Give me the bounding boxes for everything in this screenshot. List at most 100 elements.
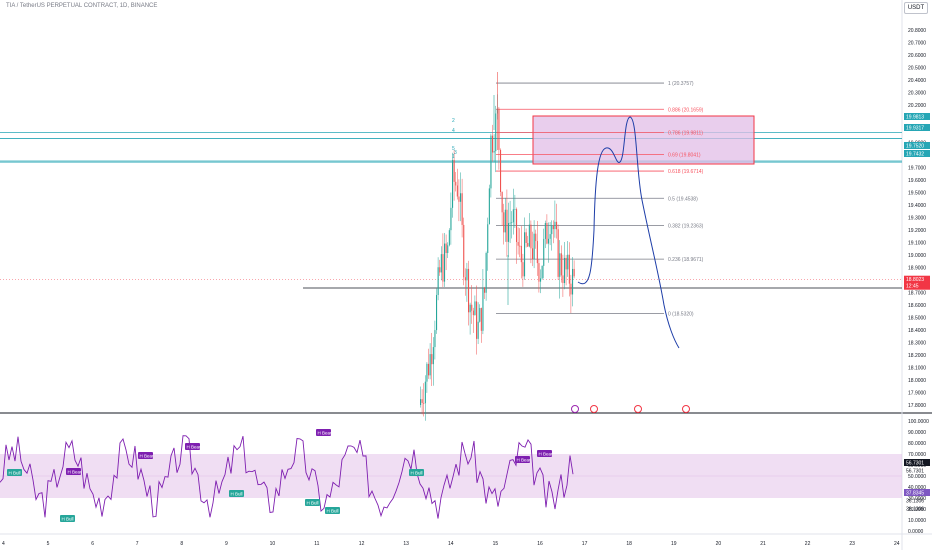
oscillator-value-label: 36.1306 — [906, 507, 924, 513]
price-tick-label: 20.7000 — [908, 41, 926, 47]
time-tick-label: 17 — [582, 541, 588, 547]
divergence-badge — [138, 452, 153, 459]
candle-body — [540, 278, 542, 282]
divergence-badge-label: H Bear — [140, 454, 155, 459]
candle-body — [570, 283, 572, 295]
time-tick-label: 24 — [894, 541, 900, 547]
price-tick-label: 17.8000 — [908, 403, 926, 409]
oscillator-tick-label: 10.0000 — [908, 518, 926, 524]
fib-level-label: 0.236 (18.9671) — [668, 257, 704, 263]
time-tick-label: 16 — [537, 541, 543, 547]
candle-body — [468, 268, 470, 313]
divergence-badge — [409, 469, 424, 476]
candle-body — [485, 253, 487, 293]
candle-body — [573, 268, 575, 277]
price-tick-label: 19.5000 — [908, 191, 926, 197]
candle-body — [471, 304, 473, 311]
fib-level-label: 0.886 (20.1659) — [668, 107, 704, 113]
candle-body — [429, 354, 431, 376]
price-tick-label: 20.8000 — [908, 28, 926, 34]
price-tick-label: 17.9000 — [908, 391, 926, 397]
candle-body — [512, 209, 514, 223]
price-tick-label: 18.6000 — [908, 303, 926, 309]
divergence-badge — [66, 468, 81, 475]
time-tick-label: 14 — [448, 541, 454, 547]
candle-body — [472, 310, 474, 316]
price-tick-label: 19.7000 — [908, 166, 926, 172]
oscillator-tick-label: 100.0000 — [908, 419, 929, 425]
countdown-label: 12:45 — [906, 284, 919, 290]
candle-body — [541, 265, 543, 279]
candle-body — [511, 222, 513, 224]
candle-body — [559, 253, 561, 277]
price-tick-label: 20.2000 — [908, 103, 926, 109]
candle-body — [546, 222, 548, 244]
candle-body — [517, 241, 519, 246]
candle-body — [549, 234, 551, 239]
time-tick-label: 23 — [849, 541, 855, 547]
time-tick-label: 21 — [760, 541, 766, 547]
fib-level-label: 1 (20.3757) — [668, 81, 694, 87]
fib-level-label: 0.786 (19.9811) — [668, 130, 703, 136]
divergence-badge-label: H Bear — [517, 458, 532, 463]
candle-body — [538, 263, 540, 282]
oscillator-value-tag — [904, 489, 930, 496]
time-tick-label: 13 — [403, 541, 409, 547]
candle-body — [506, 209, 508, 242]
candle-body — [487, 224, 489, 254]
divergence-badge-label: H Bull — [327, 509, 339, 514]
time-tick-label: 7 — [136, 541, 139, 547]
price-highlight-tag — [904, 142, 930, 149]
candle-body — [528, 224, 530, 247]
price-tick-label: 18.2000 — [908, 353, 926, 359]
event-icon — [571, 405, 579, 413]
candle-body — [548, 238, 550, 244]
candle-body — [444, 243, 446, 282]
price-tick-label: 20.6000 — [908, 53, 926, 59]
divergence-badge-label: H Bull — [231, 492, 243, 497]
currency-selector[interactable]: USDT — [904, 2, 928, 14]
current-price-label: 18.8023 — [906, 277, 924, 283]
candle-body — [428, 363, 430, 376]
time-tick-label: 19 — [671, 541, 677, 547]
candle-body — [530, 224, 532, 249]
time-tick-label: 9 — [225, 541, 228, 547]
oscillator-tick-label: 0.0000 — [908, 529, 924, 535]
candle-body — [440, 254, 442, 273]
wave-label: 3 — [454, 150, 457, 156]
candle-body — [453, 160, 455, 182]
candle-body — [450, 207, 452, 231]
price-highlight-tag — [904, 124, 930, 131]
candle-body — [567, 254, 569, 270]
candle-body — [564, 257, 566, 284]
candle-body — [551, 225, 553, 235]
divergence-badge — [515, 456, 530, 463]
divergence-badge-label: H Bull — [307, 501, 319, 506]
divergence-badge — [325, 507, 340, 514]
oscillator-tick-label: 80.0000 — [908, 441, 926, 447]
divergence-badge-label: H Bear — [187, 445, 202, 450]
price-tick-label: 18.9000 — [908, 266, 926, 272]
candle-body — [479, 308, 481, 322]
divergence-badge — [537, 450, 552, 457]
time-tick-label: 11 — [314, 541, 319, 547]
candle-body — [420, 399, 422, 405]
time-tick-label: 5 — [47, 541, 50, 547]
candle-body — [527, 243, 529, 247]
oscillator-tick-label: 20.0000 — [908, 507, 926, 513]
candle-body — [426, 363, 428, 382]
fib-level-label: 0.618 (19.6714) — [668, 169, 704, 175]
candle-body — [562, 275, 564, 284]
candle-body — [525, 232, 527, 244]
candle-body — [504, 209, 506, 233]
time-tick-label: 20 — [716, 541, 722, 547]
price-tick-label: 19.2000 — [908, 228, 926, 234]
candle-body — [482, 288, 484, 331]
time-tick-label: 4 — [2, 541, 5, 547]
candle-body — [533, 233, 535, 260]
candle-body — [565, 257, 567, 270]
price-tick-label: 19.6000 — [908, 178, 926, 184]
candle-body — [423, 402, 425, 404]
candle-body — [434, 330, 436, 348]
